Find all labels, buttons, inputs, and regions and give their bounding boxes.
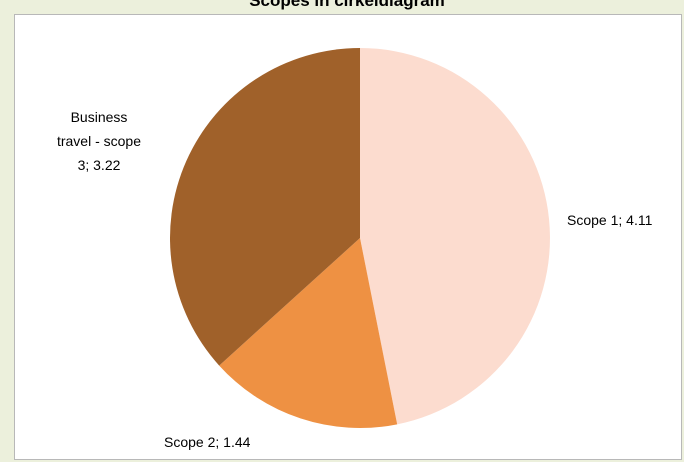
pie-slice-business-travel-scope-3 bbox=[170, 48, 360, 366]
data-label-scope-2: Scope 2; 1.44 bbox=[164, 434, 251, 450]
chart-title: Scopes in cirkeldiagram bbox=[249, 0, 445, 10]
data-label-business-travel-line-3: 3; 3.22 bbox=[78, 157, 121, 173]
data-label-scope-1: Scope 1; 4.11 bbox=[567, 212, 653, 228]
pie-slices bbox=[170, 48, 550, 428]
pie-slice-scope-1 bbox=[360, 48, 550, 425]
pie-slice-scope-2 bbox=[219, 238, 398, 428]
data-label-business-travel-line-2: travel - scope bbox=[57, 133, 141, 149]
data-label-business-travel-line-1: Business bbox=[71, 109, 128, 125]
